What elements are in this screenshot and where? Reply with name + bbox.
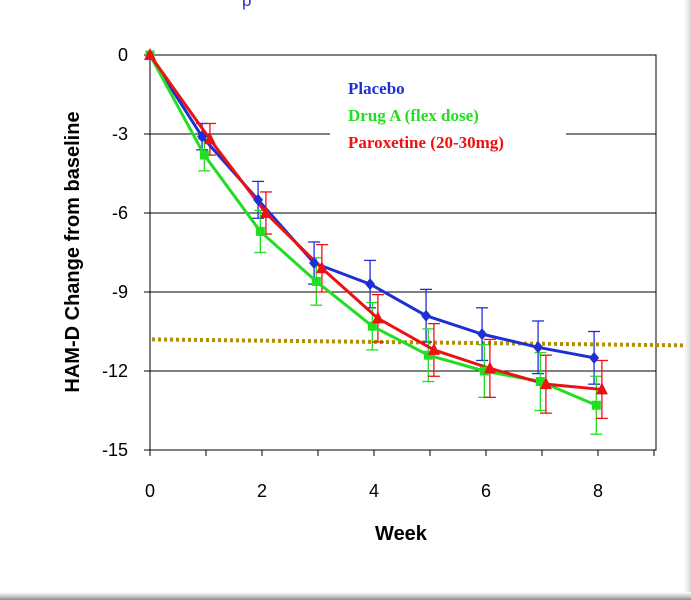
data-point [421, 309, 432, 322]
plot-border [149, 54, 657, 451]
data-point [423, 350, 433, 360]
data-point [533, 341, 544, 354]
data-point [367, 321, 377, 331]
legend-entry: Drug A (flex dose) [348, 106, 479, 125]
y-axis-ticks: 0 -3 -6 -9 -12 -15 [102, 45, 150, 460]
data-point [589, 351, 600, 364]
data-point [255, 226, 265, 236]
y-tick-label: -15 [102, 440, 128, 460]
data-point [535, 377, 545, 387]
data-point [539, 377, 552, 390]
y-tick-label: -6 [112, 203, 128, 223]
error-bars [196, 122, 608, 435]
data-point [197, 130, 208, 143]
data-point [477, 328, 488, 341]
y-tick-label: -12 [102, 361, 128, 381]
data-point [479, 366, 489, 376]
x-tick-label: 6 [481, 481, 491, 501]
x-tick-label: 2 [257, 481, 267, 501]
x-tick-label: 4 [369, 481, 379, 501]
x-axis-title: Week [375, 523, 428, 545]
data-point [309, 257, 320, 270]
data-point [365, 278, 376, 291]
legend-background [330, 76, 566, 162]
series-markers [144, 48, 608, 410]
slide-shadow-bottom [0, 592, 691, 600]
reference-line-group [151, 337, 687, 348]
gridlines [150, 133, 656, 372]
data-point [595, 382, 608, 395]
legend-entry: Placebo [348, 79, 405, 98]
data-point [199, 150, 209, 160]
x-tick-label: 8 [593, 481, 603, 501]
data-point [311, 276, 321, 286]
y-tick-label: 0 [118, 45, 128, 65]
x-axis-ticks: 0 2 4 6 8 [145, 450, 655, 501]
y-tick-label: -3 [112, 124, 128, 144]
data-point [259, 206, 272, 218]
data-point [315, 261, 328, 274]
reference-line [151, 337, 687, 348]
slide-shadow-right [684, 0, 691, 600]
x-tick-label: 0 [145, 481, 155, 501]
data-point [144, 48, 156, 60]
data-point [371, 311, 384, 324]
y-tick-label: -9 [112, 282, 128, 302]
data-point [591, 400, 601, 410]
y-axis-title: HAM-D Change from baseline [62, 111, 84, 392]
slide-title-fragment: p [242, 0, 252, 10]
plot-area [149, 54, 657, 451]
legend: Placebo Drug A (flex dose) Paroxetine (20-… [330, 76, 566, 162]
data-point [483, 361, 496, 374]
legend-entry: Paroxetine (20-30mg) [348, 133, 504, 152]
data-point [203, 132, 216, 145]
data-point [253, 193, 264, 206]
data-point [427, 342, 440, 355]
